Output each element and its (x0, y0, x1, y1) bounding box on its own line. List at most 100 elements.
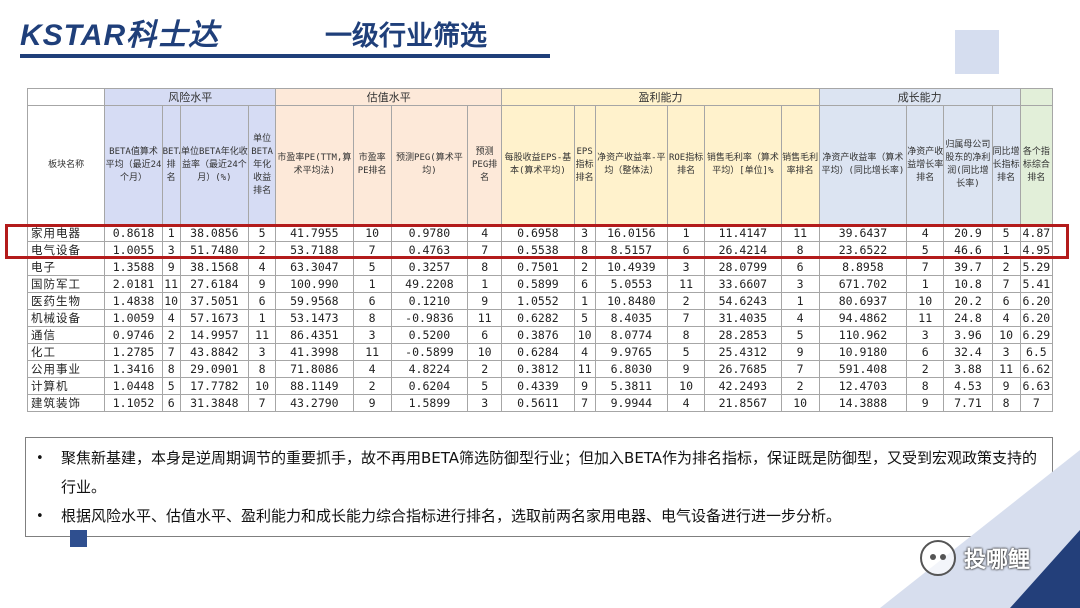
table-cell: 63.3047 (275, 258, 354, 276)
table-cell: 0.3257 (390, 258, 469, 276)
sector-name: 国防军工 (26, 275, 106, 293)
table-cell: 5.29 (1019, 258, 1054, 276)
table-cell: 4 (161, 309, 181, 327)
table-cell: 0.5611 (501, 394, 575, 412)
table-cell: 1.2785 (104, 343, 163, 361)
decorative-blue-square (70, 530, 87, 547)
table-cell: 1.0552 (501, 292, 575, 310)
table-cell: 8 (906, 377, 945, 395)
table-cell: 4 (248, 258, 277, 276)
table-row: 建筑装饰 1.1052 6 31.3848 7 43.2790 9 1.5899 3 0.5611… (26, 394, 1054, 412)
table-cell: 1 (352, 275, 392, 293)
table-cell: 6 (248, 292, 277, 310)
table-cell: 8 (467, 258, 503, 276)
table-cell: 27.6184 (179, 275, 250, 293)
table-cell: 20.2 (943, 292, 993, 310)
table-cell: 591.408 (818, 360, 908, 378)
table-cell: 11 (991, 360, 1021, 378)
bullet-icon: • (36, 509, 44, 524)
column-header: 板块名称 (26, 105, 106, 225)
table-row: 电气设备 1.0055 3 51.7480 2 53.7188 7 0.4763 7 0.5538… (26, 241, 1054, 259)
table-cell: 3 (991, 343, 1021, 361)
column-header: 归属母公司股东的净利润(同比增长率) (943, 105, 993, 225)
sector-name: 公用事业 (26, 360, 106, 378)
table-cell: 3 (467, 394, 503, 412)
table-cell: 10.9180 (818, 343, 908, 361)
table-cell: 8 (991, 394, 1021, 412)
table-cell: 0.6204 (390, 377, 469, 395)
table-cell: 3.88 (943, 360, 993, 378)
table-cell: 8.8958 (818, 258, 908, 276)
table-cell: 0.5538 (501, 241, 575, 259)
group-summary (1019, 88, 1054, 106)
table-cell: 10.4939 (594, 258, 669, 276)
table-body: 家用电器 0.8618 1 38.0856 5 41.7955 10 0.9780 4 0.695… (26, 224, 1054, 412)
table-cell: 9 (780, 343, 820, 361)
table-cell: 21.8567 (704, 394, 782, 412)
table-cell: 43.2790 (275, 394, 354, 412)
table-cell: 29.0901 (179, 360, 250, 378)
table-cell: 10 (667, 377, 706, 395)
table-cell: 2 (467, 360, 503, 378)
note-item: • 聚焦新基建，本身是逆周期调节的重要抓手，故不再用BETA筛选防御型行业；但加入… (36, 444, 1042, 502)
table-cell: 1.3588 (104, 258, 163, 276)
table-cell: 10 (906, 292, 945, 310)
table-cell: 4 (667, 394, 706, 412)
sector-name: 计算机 (26, 377, 106, 395)
table-cell: 5.41 (1019, 275, 1054, 293)
table-row: 计算机 1.0448 5 17.7782 10 88.1149 2 0.6204 5 0.4339… (26, 377, 1054, 395)
table-cell: 11 (352, 343, 392, 361)
table-cell: 0.3812 (501, 360, 575, 378)
table-row: 化工 1.2785 7 43.8842 3 41.3998 11 -0.5899 10 0.628… (26, 343, 1054, 361)
table-cell: 41.3998 (275, 343, 354, 361)
table-cell: 49.2208 (390, 275, 469, 293)
table-cell: 11 (248, 326, 277, 344)
table-cell: 5 (161, 377, 181, 395)
table-row: 国防军工 2.0181 11 27.6184 9 100.990 1 49.2208 1 0.58… (26, 275, 1054, 293)
table-cell: 32.4 (943, 343, 993, 361)
kstar-logo: KSTAR科士达 (20, 19, 220, 52)
table-cell: 0.5200 (390, 326, 469, 344)
table-cell: 3 (248, 343, 277, 361)
column-header: BETA排名 (161, 105, 181, 225)
table-cell: 43.8842 (179, 343, 250, 361)
table-cell: 2 (991, 258, 1021, 276)
title-underline (20, 54, 550, 58)
table-cell: 4 (352, 360, 392, 378)
table-row: 电子 1.3588 9 38.1568 4 63.3047 5 0.3257 8 0.7501 2 1… (26, 258, 1054, 276)
table-cell: 5 (352, 258, 392, 276)
column-header: 预测PEG(算术平均) (390, 105, 469, 225)
table-cell: 2 (352, 377, 392, 395)
table-cell: 5 (780, 326, 820, 344)
table-cell: 6.62 (1019, 360, 1054, 378)
column-header-row: 板块名称BETA值算术平均（最近24个月）BETA排名单位BETA年化收益率（最… (26, 105, 1054, 225)
column-header: 单位BETA年化收益率（最近24个月）(%) (179, 105, 250, 225)
table-cell: 9 (161, 258, 181, 276)
table-cell: 6 (780, 258, 820, 276)
table-cell: 46.6 (943, 241, 993, 259)
table-cell: 8.0774 (594, 326, 669, 344)
table-cell: 10 (352, 224, 392, 242)
table-cell: 9 (906, 394, 945, 412)
note-text: 聚焦新基建，本身是逆周期调节的重要抓手，故不再用BETA筛选防御型行业；但加入B… (61, 449, 1038, 496)
table-cell: 5.0553 (594, 275, 669, 293)
table-cell: 11 (906, 309, 945, 327)
table-cell: 3 (667, 258, 706, 276)
table-cell: 8 (667, 326, 706, 344)
column-header: 市盈率PE排名 (352, 105, 392, 225)
column-header: 销售毛利率（算术平均）[单位]% (704, 105, 782, 225)
table-cell: 1.0059 (104, 309, 163, 327)
table-cell: 10 (467, 343, 503, 361)
column-header: 销售毛利率排名 (780, 105, 820, 225)
column-header: 单位BETA年化收益排名 (248, 105, 277, 225)
table-cell: 0.1210 (390, 292, 469, 310)
sector-name: 建筑装饰 (26, 394, 106, 412)
table-cell: 4 (780, 309, 820, 327)
table-cell: 38.1568 (179, 258, 250, 276)
group-blank (26, 88, 106, 106)
table-cell: 4.53 (943, 377, 993, 395)
table-cell: 6.5 (1019, 343, 1054, 361)
table-cell: 3.96 (943, 326, 993, 344)
table-cell: 24.8 (943, 309, 993, 327)
table-cell: 1.1052 (104, 394, 163, 412)
